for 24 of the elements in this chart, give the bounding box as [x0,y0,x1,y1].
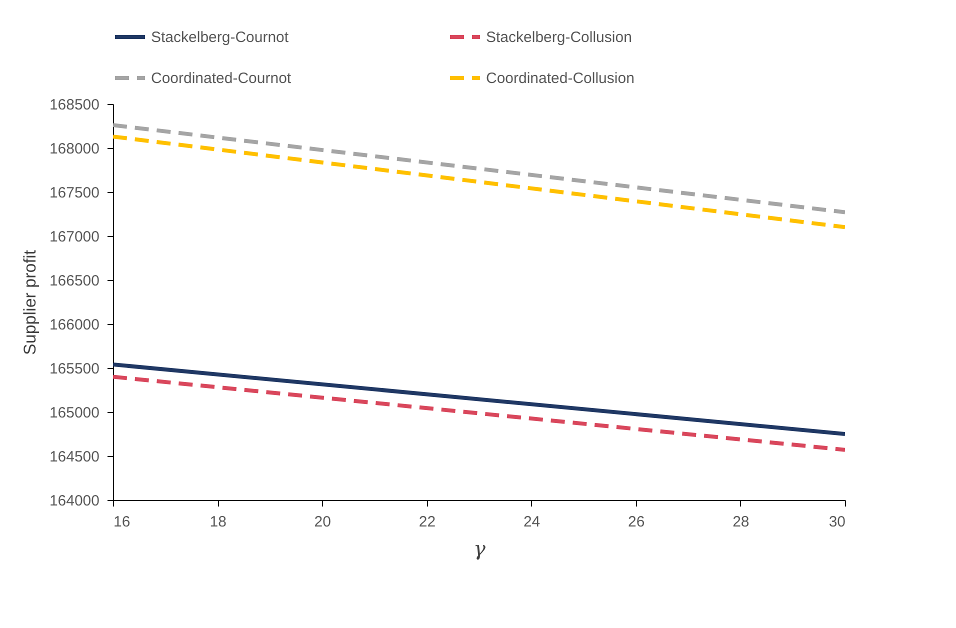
y-tick-label: 168000 [49,140,100,158]
x-tick-label: 16 [114,514,130,530]
x-tick-label: 26 [628,514,645,530]
y-tick-label: 167500 [49,184,100,202]
y-tick-label: 166500 [49,272,100,290]
legend-label: Stackelberg-Collusion [486,29,632,46]
x-tick-label: 24 [523,514,540,530]
y-tick-label: 164500 [49,448,100,466]
x-tick-label: 20 [314,514,331,530]
legend-label: Stackelberg-Cournot [151,29,290,46]
y-tick-label: 165500 [49,360,100,378]
x-tick-label: 22 [418,514,436,530]
x-tick-label: 28 [732,514,750,530]
y-tick-label: 167000 [49,228,100,246]
y-tick-label: 166000 [49,316,100,334]
x-tick-label: 30 [828,514,846,530]
legend-label: Coordinated-Collusion [486,70,634,87]
legend-label: Coordinated-Cournot [151,70,292,87]
y-axis-title: Supplier profit [20,250,40,355]
y-tick-label: 165000 [49,404,100,422]
y-tick-label: 164000 [49,492,100,510]
x-axis-title: γ [474,536,486,560]
x-tick-label: 18 [210,514,226,530]
y-tick-label: 168500 [49,96,100,114]
